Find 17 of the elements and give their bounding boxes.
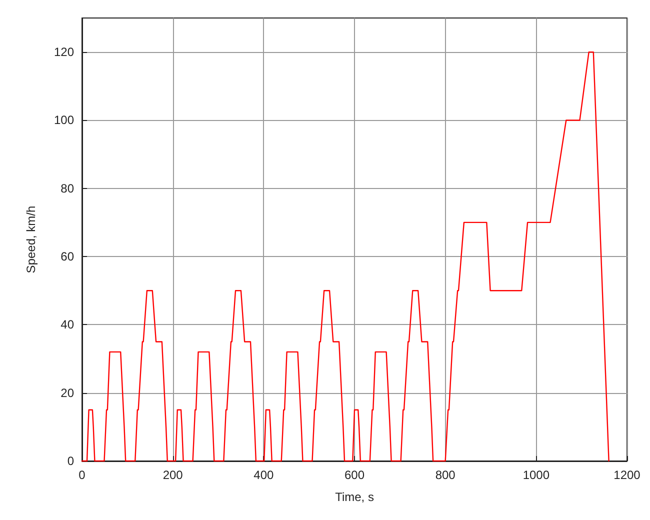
- x-tick-label: 200: [162, 468, 184, 482]
- x-tick-label: 1200: [614, 468, 641, 482]
- x-tick-label: 800: [435, 468, 456, 482]
- line-series: [81, 51, 610, 462]
- x-axis-title: Time, s: [335, 490, 374, 504]
- x-tick-label: 1000: [522, 468, 550, 482]
- y-tick-label: 60: [60, 250, 74, 264]
- y-tick-label: 20: [60, 386, 74, 400]
- y-tick-label: 0: [67, 454, 74, 468]
- x-tick-label: 0: [78, 468, 86, 482]
- y-tick-label: 100: [54, 113, 74, 128]
- x-tick-label: 600: [344, 468, 365, 482]
- y-axis-title: Speed, km/h: [24, 206, 38, 274]
- y-tick-label: 80: [60, 181, 74, 196]
- y-tick-label: 40: [60, 318, 74, 332]
- y-tick-label: 120: [54, 45, 74, 60]
- x-tick-label: 400: [254, 468, 274, 482]
